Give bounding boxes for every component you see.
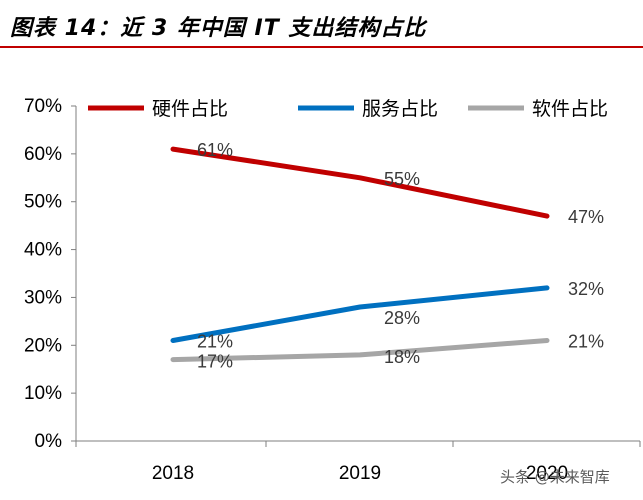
series-line xyxy=(170,146,550,219)
data-labels: 61% 55% 47% 21% 28% 32% 17% 18% 21% xyxy=(197,140,604,372)
data-label: 28% xyxy=(384,308,420,328)
data-label: 17% xyxy=(197,352,233,372)
x-tick-label: 2020 xyxy=(526,463,568,484)
x-tick-label: 2019 xyxy=(339,463,381,484)
y-tick-label: 60% xyxy=(24,144,62,165)
legend-label: 软件占比 xyxy=(532,98,608,120)
data-label: 61% xyxy=(197,140,233,160)
y-tick-label: 30% xyxy=(24,287,62,308)
y-tick-label: 50% xyxy=(24,192,62,213)
y-tick-label: 70% xyxy=(24,96,62,117)
y-tick-label: 0% xyxy=(35,431,63,452)
watermark: 头条 @未来智库 xyxy=(500,468,610,486)
y-tick-label: 10% xyxy=(24,383,62,404)
data-label: 47% xyxy=(568,207,604,227)
legend-label: 服务占比 xyxy=(362,98,438,120)
series-line xyxy=(170,285,550,343)
axes: 0% 10% 20% 30% 40% 50% 60% 70% 2018 2019 2020 xyxy=(24,96,641,484)
x-tick-label: 2018 xyxy=(152,463,194,484)
data-label: 18% xyxy=(384,347,420,367)
data-label: 55% xyxy=(384,169,420,189)
title-underline xyxy=(0,46,643,48)
y-tick-label: 40% xyxy=(24,240,62,261)
legend-label: 硬件占比 xyxy=(152,98,228,120)
data-label: 21% xyxy=(568,332,604,352)
data-label: 32% xyxy=(568,279,604,299)
y-tick-label: 20% xyxy=(24,335,62,356)
series-line xyxy=(170,338,550,363)
legend: 硬件占比 服务占比 软件占比 xyxy=(88,98,608,120)
chart-title: 图表 14：近 3 年中国 IT 支出结构占比 xyxy=(10,16,427,41)
title-bar: 图表 14：近 3 年中国 IT 支出结构占比 xyxy=(0,0,643,50)
series-lines xyxy=(170,146,550,363)
data-label: 21% xyxy=(197,332,233,352)
